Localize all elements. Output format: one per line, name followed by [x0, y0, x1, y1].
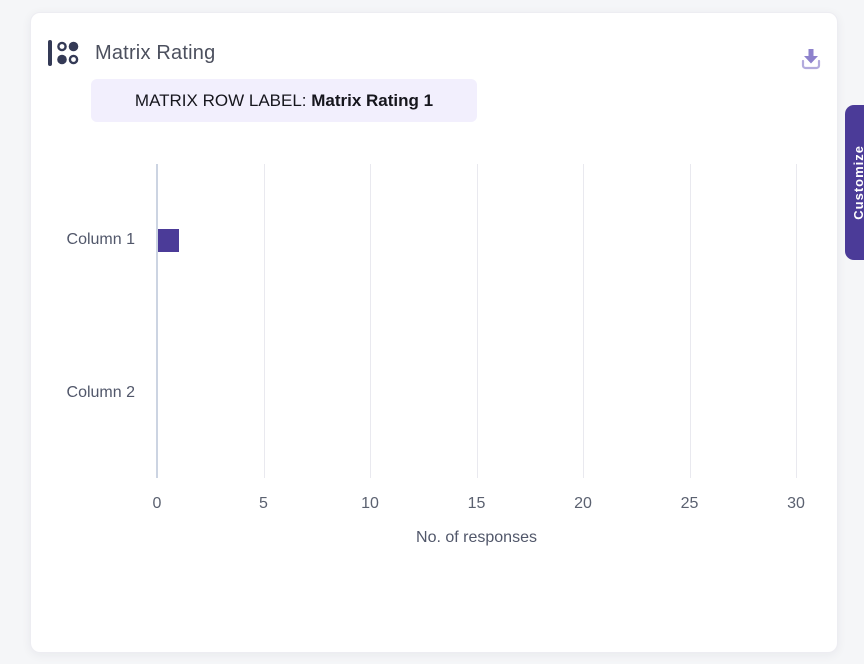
x-tick-label: 5 [259, 495, 268, 512]
category-label: Column 1 [66, 231, 135, 249]
gridline [689, 164, 691, 478]
row-label-prefix: MATRIX ROW LABEL: [134, 90, 312, 110]
x-tick-label: 30 [787, 495, 805, 512]
x-tick-labels: 0 5 10 15 20 25 30 [153, 495, 805, 515]
matrix-question-icon [48, 40, 79, 66]
x-axis-title: No. of responses [416, 529, 537, 546]
category-label: Column 2 [66, 383, 135, 401]
gridline [263, 164, 265, 478]
download-button[interactable] [795, 43, 827, 75]
gridline [370, 164, 371, 478]
question-result-card: Matrix Rating MATRIX ROW LABEL: Matrix R… [30, 12, 838, 653]
y-axis-line [156, 164, 158, 478]
gridline [476, 164, 478, 478]
customize-side-tab[interactable]: Customize [845, 105, 864, 260]
x-tick-label: 25 [680, 495, 699, 512]
y-axis-labels: Column 1 Column 2 [31, 164, 143, 469]
card-header: Matrix Rating [47, 37, 215, 69]
x-tick-label: 0 [152, 495, 162, 512]
row-label-chip: MATRIX ROW LABEL: Matrix Rating 1 [91, 79, 477, 122]
x-tick-label: 10 [361, 495, 379, 512]
row-label-value: Matrix Rating 1 [311, 90, 434, 110]
side-tab-label: Customize [851, 145, 864, 220]
plot-area [156, 164, 797, 478]
gridline [796, 164, 797, 478]
bar-column-1[interactable] [158, 228, 180, 252]
download-icon [801, 49, 821, 70]
question-title: Matrix Rating [95, 41, 216, 64]
x-tick-label: 20 [574, 495, 592, 512]
gridline [583, 164, 584, 478]
x-tick-label: 15 [467, 495, 486, 512]
